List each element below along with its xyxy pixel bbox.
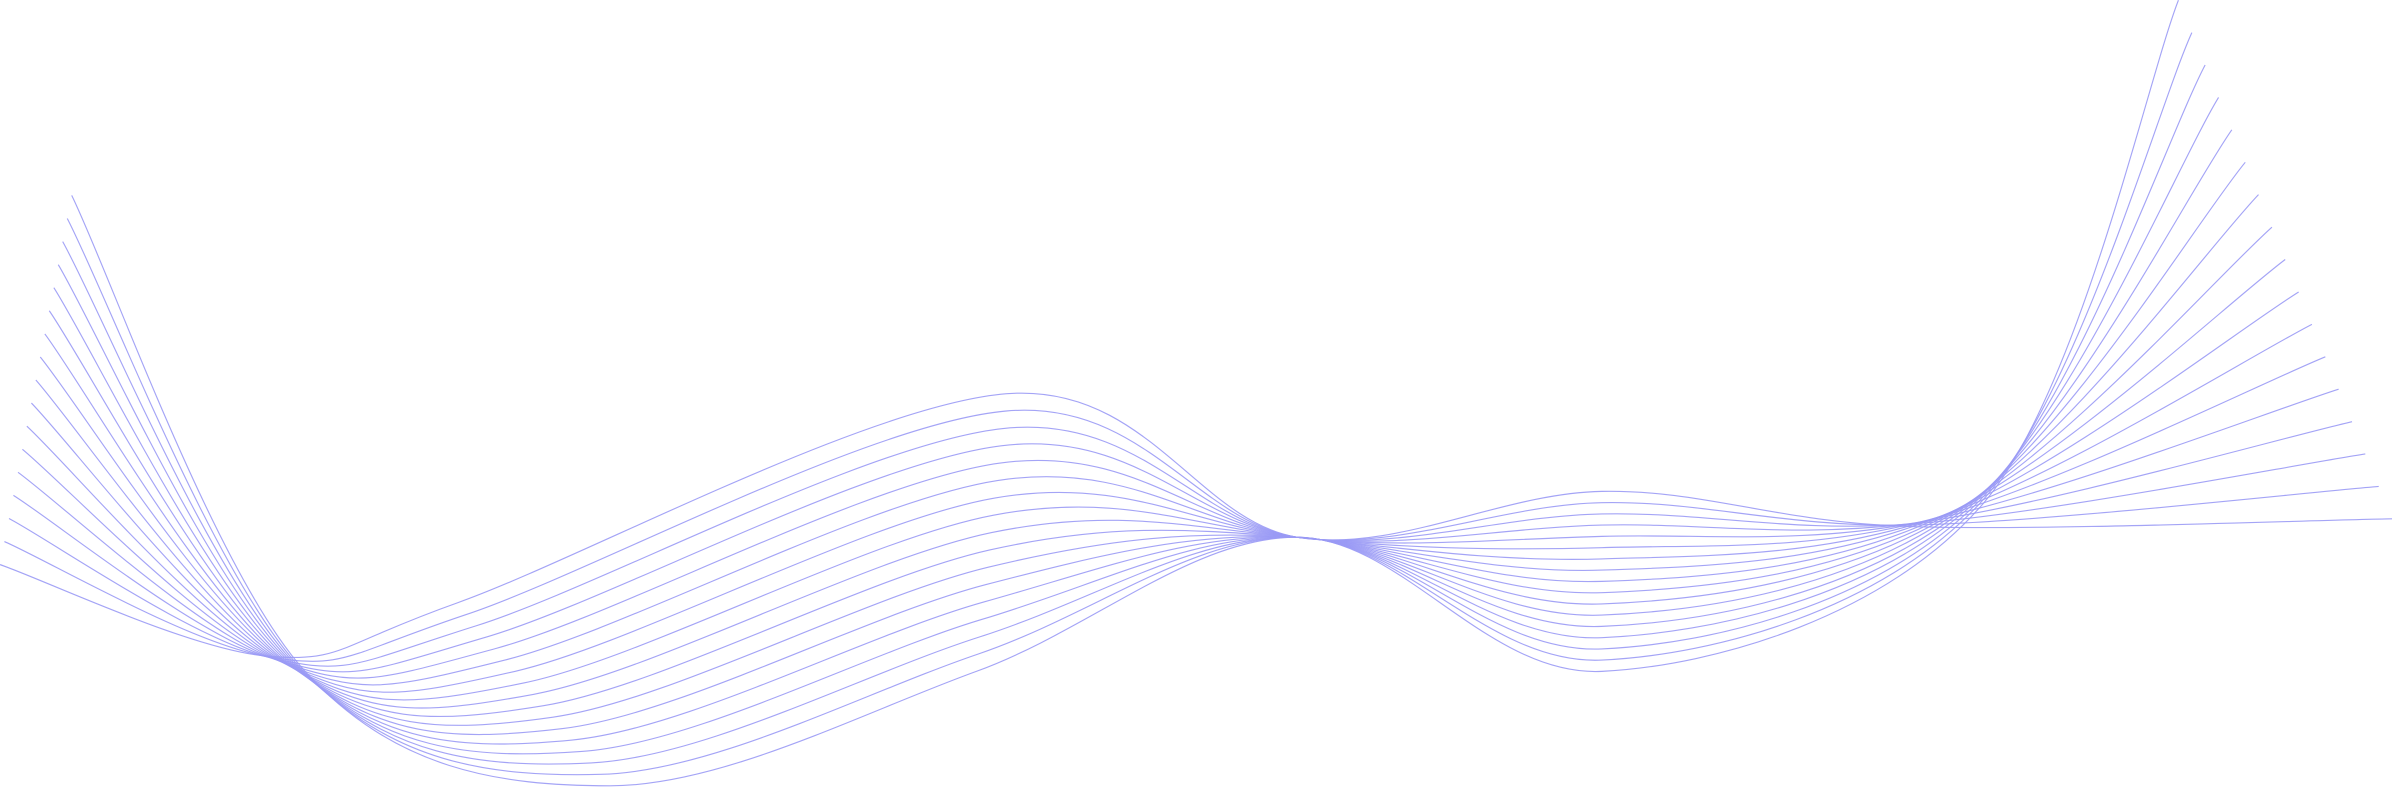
wave-line [22,356,2326,686]
wave-line [8,426,2366,667]
wave-line [39,226,2273,718]
wave-line [44,194,2259,726]
wave-line [31,291,2299,701]
wave-line [62,64,2206,765]
wave-line [35,259,2286,709]
wave-line [17,388,2339,679]
wave-line [0,392,2392,659]
wave-line [13,421,2353,673]
wave-line [66,32,2193,776]
wave-line [71,0,2179,787]
wave-line [48,161,2246,736]
wave-line [57,97,2220,755]
wave-line [4,409,2379,662]
